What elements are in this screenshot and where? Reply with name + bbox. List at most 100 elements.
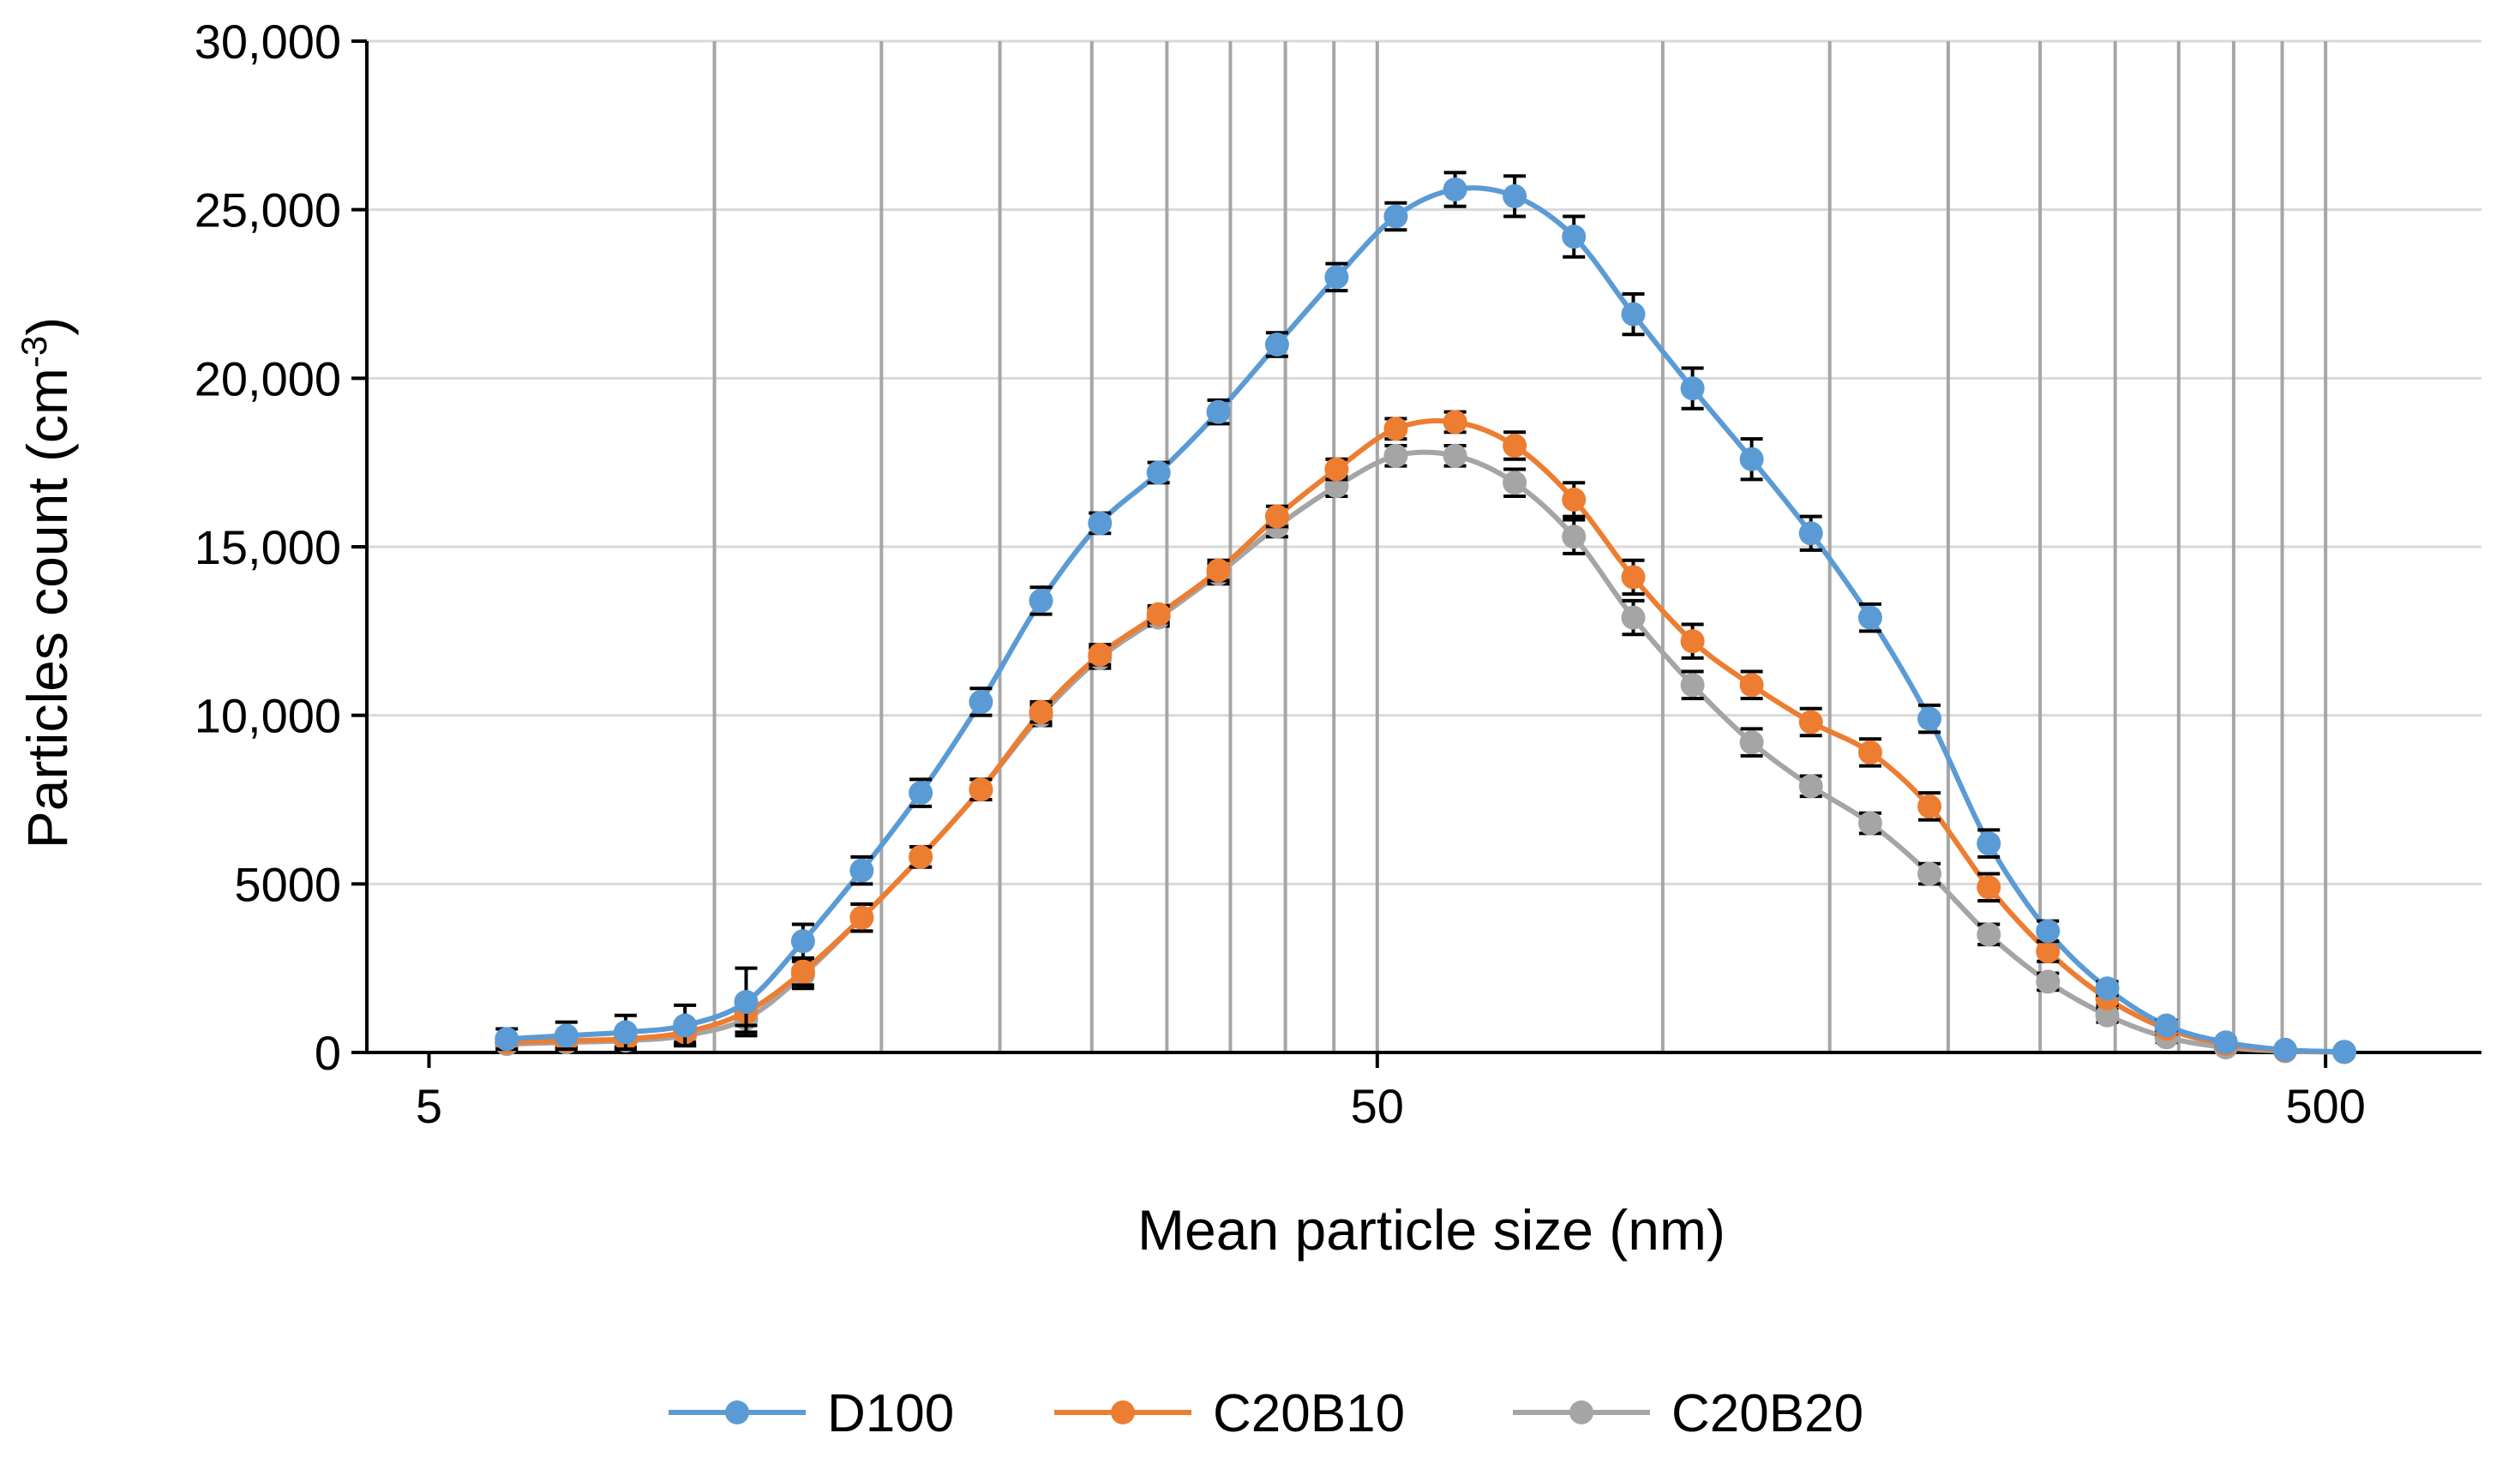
y-tick-label: 30,000	[195, 15, 341, 69]
legend-label: D100	[827, 1384, 954, 1443]
data-point	[1621, 302, 1646, 327]
data-point	[1088, 642, 1113, 667]
data-point	[2036, 919, 2061, 944]
y-tick-label: 0	[315, 1026, 341, 1080]
series-c20b20	[495, 443, 2357, 1064]
data-point	[495, 1027, 519, 1052]
data-point	[1324, 457, 1349, 482]
data-point	[1503, 471, 1527, 495]
x-axis-ticks: 5 50 500	[416, 1052, 2366, 1133]
data-point	[1857, 740, 1882, 764]
data-point	[1857, 605, 1882, 630]
data-point	[1917, 706, 1942, 731]
data-point	[1798, 710, 1823, 734]
data-point	[1798, 521, 1823, 546]
data-point	[2036, 969, 2061, 994]
data-point	[1680, 673, 1705, 698]
y-tick-label: 20,000	[195, 351, 341, 405]
data-point	[849, 858, 874, 883]
data-point	[1264, 333, 1289, 357]
data-point	[1324, 265, 1349, 290]
data-point	[2332, 1040, 2357, 1064]
data-point	[1443, 443, 1467, 468]
y-tick-label: 10,000	[195, 689, 341, 743]
data-point	[1264, 504, 1289, 529]
data-point	[1146, 602, 1171, 627]
data-point	[1443, 177, 1467, 202]
data-point	[2213, 1030, 2238, 1055]
data-point	[2272, 1037, 2297, 1062]
data-point	[1562, 487, 1587, 512]
data-point	[1146, 460, 1171, 485]
y-tick-label: 5000	[234, 857, 341, 911]
data-point	[1680, 629, 1705, 654]
data-point	[2095, 976, 2120, 1001]
data-point	[1562, 525, 1587, 549]
data-point	[1562, 225, 1587, 249]
data-point	[673, 1013, 698, 1038]
legend-swatch-marker	[1111, 1400, 1135, 1424]
data-point	[2036, 939, 2061, 963]
legend-label: C20B20	[1671, 1384, 1863, 1443]
data-point	[1029, 588, 1053, 613]
x-axis-title: Mean particle size (nm)	[1137, 1198, 1725, 1262]
data-point	[1383, 417, 1408, 441]
data-point	[790, 959, 815, 984]
y-axis-title-main: Particles count (cm	[15, 368, 79, 848]
y-axis-title-superscript: -3	[14, 336, 54, 368]
y-axis-title-close: )	[15, 317, 79, 336]
x-tick-label: 500	[2285, 1079, 2365, 1133]
series-layer	[495, 171, 2357, 1064]
data-point	[969, 689, 993, 714]
data-point	[1739, 447, 1764, 471]
data-point	[1383, 443, 1408, 468]
data-point	[969, 777, 993, 802]
data-point	[849, 905, 874, 930]
legend-item-d100: D100	[669, 1384, 954, 1443]
series-line-d100	[507, 185, 2345, 1055]
x-tick-label: 50	[1351, 1079, 1404, 1133]
series-c20b10	[495, 410, 2357, 1064]
legend-item-c20b20: C20B20	[1513, 1384, 1863, 1443]
legend-swatch-marker	[725, 1400, 749, 1424]
data-point	[1621, 605, 1646, 630]
data-point	[1206, 558, 1231, 583]
data-point	[2095, 1003, 2120, 1028]
series-line-c20b10	[507, 418, 2345, 1055]
data-point	[1383, 204, 1408, 229]
data-point	[1739, 730, 1764, 755]
data-point	[613, 1020, 638, 1045]
legend-swatch-marker	[1569, 1400, 1593, 1424]
data-point	[1857, 811, 1882, 836]
data-point	[1739, 673, 1764, 698]
data-point	[1206, 399, 1231, 424]
data-point	[1917, 861, 1942, 886]
data-point	[1680, 376, 1705, 401]
data-point	[909, 781, 933, 806]
y-axis-title: Particles count (cm-3)	[14, 317, 79, 849]
data-point	[1917, 794, 1942, 818]
data-point	[1503, 434, 1527, 458]
y-tick-label: 25,000	[195, 183, 341, 237]
data-point	[1029, 699, 1053, 724]
data-point	[1443, 410, 1467, 435]
data-point	[1977, 875, 2001, 900]
data-point	[1977, 922, 2001, 947]
data-point	[1621, 565, 1646, 590]
data-point	[1798, 774, 1823, 799]
data-point	[909, 844, 933, 869]
data-point	[1088, 511, 1113, 536]
data-point	[1503, 183, 1527, 208]
legend-label: C20B10	[1213, 1384, 1405, 1443]
y-axis-ticks: 0 5000 10,000 15,000 20,000 25,000 30,000	[195, 15, 367, 1080]
data-point	[2154, 1013, 2179, 1038]
data-point	[554, 1023, 579, 1048]
y-tick-label: 15,000	[195, 520, 341, 574]
grid	[367, 39, 2481, 1052]
legend: D100 C20B10 C20B20	[669, 1384, 1863, 1443]
legend-item-c20b10: C20B10	[1054, 1384, 1405, 1443]
data-point	[790, 929, 815, 954]
x-tick-label: 5	[416, 1079, 442, 1133]
data-point	[734, 990, 759, 1014]
